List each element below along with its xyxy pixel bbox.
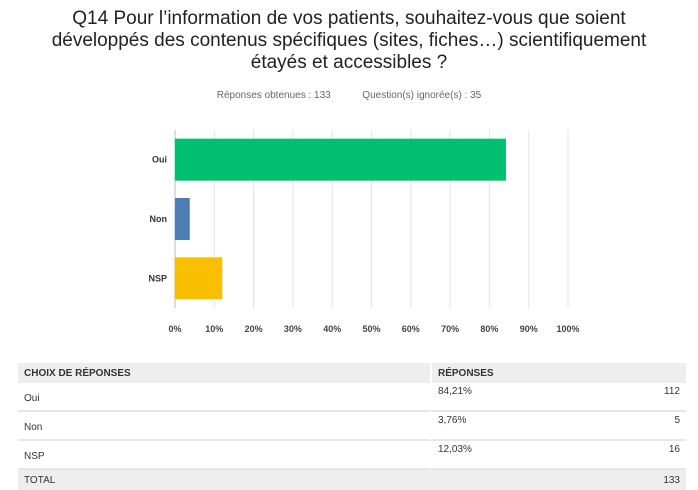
y-category-label: Non (150, 214, 168, 224)
title-line: Q14 Pour l’information de vos patients, … (72, 8, 626, 29)
x-tick-label: 80% (480, 324, 498, 334)
x-tick-label: 20% (245, 324, 263, 334)
y-category-label: Oui (152, 155, 167, 165)
title-line: développés des contenus spécifiques (sit… (51, 30, 647, 51)
table-row: NSP 12,03% 16 (18, 441, 686, 470)
responses-table: CHOIX DE RÉPONSES RÉPONSES Oui 84,21% 11… (18, 363, 686, 490)
x-tick-label: 40% (323, 324, 341, 334)
total-row: TOTAL 133 (18, 470, 686, 490)
header-answer-choices: CHOIX DE RÉPONSES (18, 363, 430, 383)
row-label: Non (18, 412, 430, 441)
table-row: Non 3,76% 5 (18, 412, 686, 441)
row-percent: 12,03% (430, 441, 564, 470)
table-row: Oui 84,21% 112 (18, 383, 686, 412)
row-percent: 84,21% (430, 383, 564, 412)
row-count: 112 (564, 383, 686, 412)
x-tick-label: 60% (402, 324, 420, 334)
total-label: TOTAL (18, 470, 430, 490)
row-label: NSP (18, 441, 430, 470)
x-tick-label: 0% (168, 324, 181, 334)
table-header-row: CHOIX DE RÉPONSES RÉPONSES (18, 363, 686, 383)
question-title: Q14 Pour l’information de vos patients, … (0, 8, 698, 74)
bar-non (175, 198, 190, 240)
y-category-label: NSP (148, 273, 167, 283)
x-tick-label: 70% (441, 324, 459, 334)
x-tick-label: 10% (205, 324, 223, 334)
header-responses: RÉPONSES (430, 363, 686, 383)
bar-nsp (175, 257, 223, 300)
bar-chart: 0% 10% 20% 30% 40% 50% 60% 70% 80% 90% 100% Oui Non N… (148, 130, 580, 334)
total-count: 133 (430, 470, 686, 490)
x-tick-label: 50% (362, 324, 380, 334)
x-tick-label: 30% (284, 324, 302, 334)
responses-count: Réponses obtenues : 133 (216, 90, 331, 101)
ignored-count: Question(s) ignorée(s) : 35 (362, 90, 482, 101)
title-line: étayés et accessibles ? (250, 52, 448, 73)
row-percent: 3,76% (430, 412, 564, 441)
response-stats: Réponses obtenues : 133 Question(s) igno… (0, 90, 698, 101)
row-count: 16 (564, 441, 686, 470)
bar-oui (175, 138, 506, 181)
x-tick-label: 90% (520, 324, 538, 334)
row-count: 5 (564, 412, 686, 441)
row-label: Oui (18, 383, 430, 412)
x-tick-label: 100% (556, 324, 579, 334)
